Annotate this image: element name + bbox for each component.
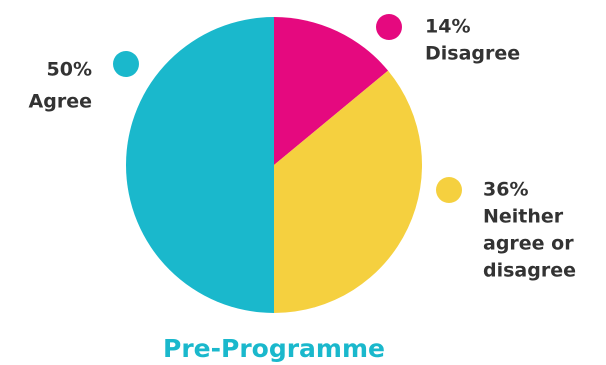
pie-slices (126, 17, 423, 313)
slice-category-label: disagree (483, 260, 576, 282)
chart-title: Pre-Programme (163, 334, 385, 363)
slice-category-label: agree or (483, 233, 574, 255)
pie-slice-neither-agree-or-disagree (274, 70, 423, 313)
slice-value-label: 36% (483, 179, 528, 201)
pie-slice-agree (126, 17, 274, 313)
slice-value-label: 14% (425, 16, 470, 38)
slice-labels: 14% Disagree 36% Neither agree or disagree 50%… (29, 14, 576, 282)
slice-category-label: Agree (29, 91, 92, 113)
legend-dot (376, 14, 402, 40)
slice-category-label: Disagree (425, 43, 520, 65)
pie-slice-disagree (274, 17, 389, 165)
slice-category-label: Neither (483, 206, 564, 228)
legend-dot (436, 177, 462, 203)
slice-value-label: 50% (47, 59, 92, 81)
legend-dot (113, 51, 139, 77)
